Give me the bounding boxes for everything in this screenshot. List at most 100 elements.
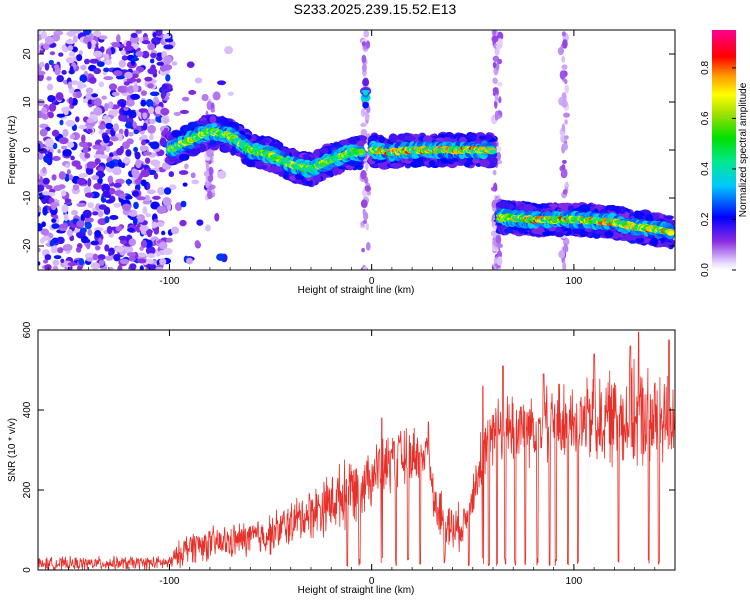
heatmap-cell — [206, 149, 213, 158]
heatmap-cell — [84, 152, 91, 159]
heatmap-cell — [106, 225, 113, 235]
heatmap-cell — [128, 255, 136, 262]
heatmap-cell — [40, 228, 50, 236]
heatmap-cell — [360, 169, 367, 180]
heatmap-cell — [104, 244, 110, 252]
heatmap-cell — [112, 167, 122, 176]
heatmap-cell — [75, 246, 82, 253]
heatmap-cell — [92, 144, 102, 150]
heatmap-cell — [78, 258, 85, 266]
heatmap-cell — [118, 114, 127, 122]
heatmap-cell — [139, 145, 147, 152]
heatmap-cell — [142, 112, 148, 120]
heatmap-cell — [58, 171, 67, 180]
heatmap-cell — [89, 58, 100, 64]
heatmap-cell — [562, 261, 567, 270]
heatmap-cell — [126, 40, 132, 48]
heatmap-cell — [93, 98, 102, 107]
heatmap-cell — [140, 90, 148, 96]
heatmap-cell — [156, 61, 165, 66]
heatmap-cell — [173, 111, 182, 116]
heatmap-cell — [135, 183, 141, 192]
heatmap-cell — [147, 67, 158, 75]
heatmap-cell — [561, 159, 567, 164]
heatmap-cell — [491, 35, 499, 43]
heatmap-cell — [101, 183, 111, 193]
heatmap-cell — [44, 138, 55, 148]
heatmap-cell — [67, 57, 74, 63]
heatmap-cell — [87, 41, 92, 50]
heatmap-cell — [118, 235, 128, 241]
heatmap-cell — [153, 227, 160, 235]
heatmap-cell — [187, 121, 199, 128]
heatmap-cell — [72, 184, 80, 191]
heatmap-cell — [178, 153, 190, 161]
heatmap-cell — [93, 67, 102, 75]
heatmap-cell — [115, 75, 126, 80]
heatmap-cell — [361, 41, 366, 47]
heatmap-cell — [364, 112, 370, 121]
heatmap-cell — [378, 136, 385, 144]
heatmap-cell — [86, 128, 93, 134]
heatmap-cell — [78, 50, 83, 56]
heatmap-cell — [52, 142, 58, 150]
heatmap-cell — [134, 178, 143, 185]
heatmap-cell — [113, 123, 120, 132]
heatmap-cell — [125, 178, 133, 185]
heatmap-cell — [59, 119, 64, 126]
heatmap-cell — [163, 187, 172, 195]
heatmap-cell — [58, 137, 69, 145]
heatmap-cell — [67, 81, 73, 90]
heatmap-cell — [47, 111, 54, 119]
heatmap-cell — [67, 141, 75, 148]
heatmap-cell — [52, 259, 60, 266]
heatmap-cell — [179, 219, 187, 227]
heatmap-cell — [364, 178, 368, 184]
heatmap-cell — [155, 221, 164, 228]
heatmap-cell — [301, 178, 308, 184]
heatmap-cell — [70, 155, 75, 161]
heatmap-cell — [102, 134, 110, 144]
heatmap-cell — [140, 239, 148, 248]
heatmap-cell — [75, 116, 80, 123]
heatmap-cell — [348, 136, 358, 145]
heatmap-cell — [149, 58, 155, 64]
heatmap-cell — [155, 266, 163, 270]
heatmap-cell — [496, 31, 504, 41]
heatmap-cell — [140, 99, 147, 107]
heatmap-cell — [38, 147, 48, 154]
heatmap-cell — [149, 118, 156, 124]
heatmap-cell — [302, 154, 310, 159]
heatmap-cell — [51, 174, 57, 181]
heatmap-cell — [124, 195, 133, 200]
heatmap-cell — [154, 99, 160, 105]
heatmap-cell — [207, 192, 213, 200]
heatmap-cell — [117, 264, 123, 270]
heatmap-cell — [496, 243, 504, 248]
heatmap-cell — [115, 226, 123, 232]
heatmap-cell — [206, 100, 213, 111]
heatmap-cell — [52, 265, 59, 270]
heatmap-cell — [94, 158, 101, 165]
heatmap-cell — [104, 102, 109, 112]
heatmap-cell — [357, 148, 366, 154]
heatmap-cell — [116, 34, 121, 43]
heatmap-cell — [102, 190, 110, 198]
heatmap-cell — [163, 247, 173, 256]
heatmap-cell — [57, 247, 64, 254]
heatmap-cell — [364, 185, 372, 192]
heatmap-cell — [58, 52, 64, 57]
heatmap-cell — [184, 163, 189, 170]
heatmap-cell — [49, 240, 55, 247]
heatmap-cell — [144, 76, 153, 82]
heatmap-cell — [62, 244, 73, 251]
heatmap-cell — [97, 210, 104, 218]
heatmap-cell — [78, 172, 88, 178]
heatmap-cell — [92, 253, 99, 261]
heatmap-cell — [116, 147, 124, 156]
heatmap-cell — [111, 42, 121, 48]
heatmap-cell — [38, 173, 41, 180]
heatmap-cell — [560, 130, 565, 141]
heatmap-cell — [115, 133, 123, 138]
heatmap-cell — [69, 134, 75, 140]
